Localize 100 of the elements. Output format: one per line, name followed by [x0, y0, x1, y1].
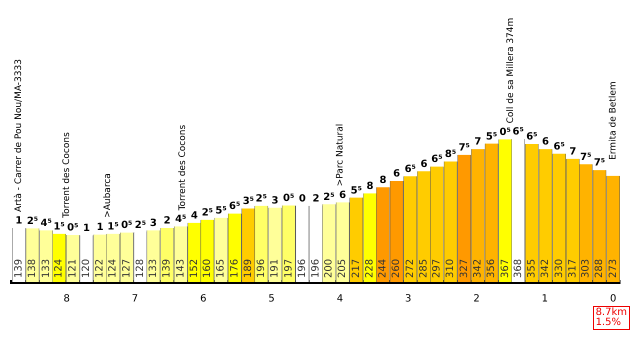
annotation: 7: [474, 136, 482, 148]
x-tick-label: 1: [542, 294, 548, 305]
data-label: 288: [594, 258, 606, 278]
x-tick-label: 8: [63, 294, 70, 305]
data-label: 285: [418, 258, 430, 278]
data-label: 121: [67, 258, 78, 278]
annotation: 8: [379, 174, 386, 186]
annotation: 2⁵: [134, 220, 146, 231]
annotation: 7: [569, 146, 576, 158]
data-label: 367: [500, 258, 511, 278]
data-label: 244: [378, 258, 389, 278]
data-label: 342: [472, 258, 484, 278]
annotation: 0⁵: [121, 220, 132, 232]
data-label: 342: [540, 258, 552, 278]
data-label: 330: [554, 258, 565, 278]
annotation: 6⁵: [431, 154, 443, 166]
annotation: 0⁵: [500, 126, 511, 138]
annotation: Artà - Carrer de Pou Nou/MA-3333: [13, 59, 24, 212]
annotation: 5⁵: [350, 185, 362, 196]
x-tick-label: 6: [200, 294, 206, 305]
data-label: 197: [283, 258, 294, 278]
annotation: 7⁵: [458, 142, 470, 154]
data-label: 327: [458, 258, 470, 278]
annotation: >Parc Natural: [335, 124, 346, 186]
data-label: 191: [270, 258, 281, 278]
annotation: 4: [190, 210, 198, 222]
data-label: 196: [310, 258, 322, 278]
x-tick-label: 4: [336, 294, 344, 305]
annotation: 6⁵: [229, 201, 240, 212]
x-tick-label: 7: [132, 294, 138, 305]
x-tick-label: 0: [610, 294, 616, 305]
annotation: 0⁵: [67, 222, 78, 234]
text: 8.7km 1.5%: [596, 307, 627, 328]
annotation: 1⁵: [107, 221, 119, 232]
data-label: 122: [94, 258, 106, 278]
data-label: 160: [202, 258, 213, 278]
data-label: 165: [216, 258, 227, 278]
annotation: 3: [150, 218, 157, 229]
data-label: 120: [81, 258, 92, 278]
annotation: 2⁵: [26, 216, 38, 227]
annotation: 7⁵: [580, 152, 592, 163]
data-label: 127: [121, 258, 132, 278]
annotation: 5⁵: [215, 205, 227, 216]
annotation: 1: [15, 216, 22, 227]
annotation: 1⁵: [53, 221, 65, 232]
annotation: 2⁵: [323, 192, 335, 203]
data-label: 368: [512, 258, 524, 278]
data-label: 272: [404, 258, 416, 278]
data-label: 133: [148, 258, 160, 278]
data-label: 124: [108, 258, 119, 278]
annotation: 5⁵: [486, 131, 498, 142]
data-label: 196: [256, 258, 267, 278]
annotation: 6: [420, 158, 428, 170]
annotation: 6⁵: [404, 164, 416, 175]
x-tick-label: 2: [473, 294, 480, 305]
data-label: 139: [162, 258, 173, 278]
annotation: 1: [96, 222, 104, 234]
data-label: 303: [580, 258, 592, 278]
annotation: 6: [393, 168, 400, 180]
data-label: 133: [40, 258, 52, 278]
annotation: >Aubarca: [102, 173, 113, 218]
annotation: 2⁵: [202, 207, 214, 218]
annotation: 0: [298, 193, 306, 204]
annotation: 0⁵: [283, 193, 294, 204]
data-label: 217: [350, 258, 362, 278]
annotation: 4⁵: [175, 214, 186, 226]
data-label: 297: [432, 258, 443, 278]
annotation: 2⁵: [256, 193, 268, 204]
annotation: Ermita de Betlem: [608, 81, 619, 160]
data-label: 139: [13, 258, 24, 278]
data-label: 317: [567, 258, 578, 278]
annotation: 2: [312, 193, 320, 204]
data-label: 189: [242, 258, 254, 278]
annotation: 8⁵: [444, 149, 456, 160]
annotation: 6⁵: [526, 132, 538, 143]
data-label: 143: [175, 258, 186, 278]
annotation: 3: [272, 195, 279, 206]
data-label: 355: [526, 258, 538, 278]
annotation: 7⁵: [594, 158, 606, 169]
data-label: 152: [188, 258, 200, 278]
data-label: 205: [337, 258, 348, 278]
annotation: 3⁵: [242, 196, 254, 208]
data-label: 196: [296, 258, 308, 278]
annotation: 1: [82, 222, 90, 234]
data-label: 260: [391, 258, 402, 278]
annotation: 6⁵: [554, 141, 565, 152]
data-label: 200: [324, 258, 335, 278]
data-label: 124: [54, 258, 65, 278]
annotation: 6: [542, 136, 550, 148]
data-label: 138: [27, 258, 38, 278]
data-label: 310: [445, 258, 456, 278]
annotation: Coll de sa Millera 374m: [506, 18, 516, 124]
annotation: 4⁵: [40, 218, 52, 229]
x-tick-label: 3: [405, 294, 412, 305]
annotation: 6⁵: [512, 126, 524, 138]
data-label: 176: [229, 258, 240, 278]
annotation: Torrent des Cocons: [62, 132, 72, 219]
data-label: 273: [608, 258, 619, 278]
annotation: Torrent des Cocons: [178, 124, 188, 212]
x-tick-label: 5: [268, 294, 275, 305]
